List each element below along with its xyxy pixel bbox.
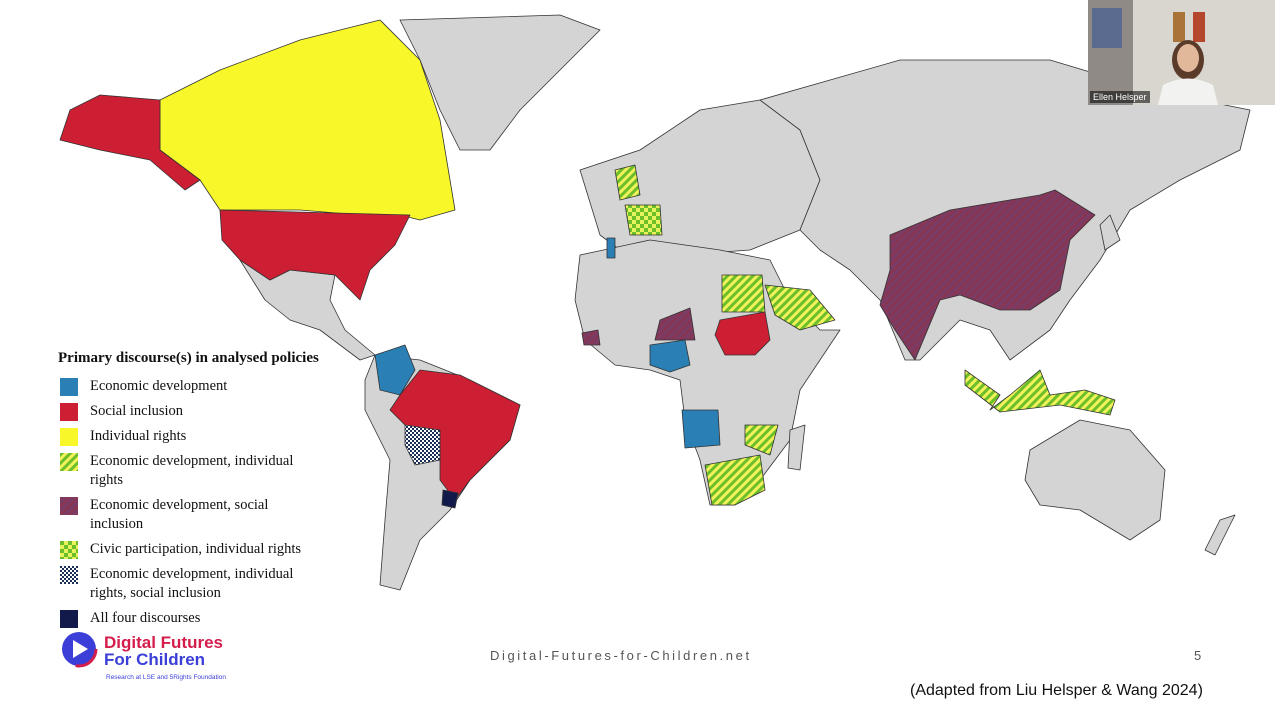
legend-item: Economic development, individual rights,…: [58, 565, 368, 603]
legend-item: Economic development, social inclusion: [58, 496, 368, 534]
legend-label: Economic development, individual rights,…: [90, 566, 294, 601]
colombia: [374, 344, 416, 396]
australia: [1024, 419, 1166, 541]
legend-label: Social inclusion: [90, 403, 184, 419]
madagascar: [787, 424, 806, 471]
legend-item: Economic development, individual rights: [58, 452, 368, 490]
logo-line1: Digital Futures: [104, 633, 223, 652]
footer-url: Digital-Futures-for-Children.net: [490, 648, 752, 663]
egypt: [721, 274, 766, 313]
portugal: [606, 237, 616, 259]
logo-ring: [60, 630, 98, 668]
usa: [219, 209, 411, 301]
swatch: [60, 541, 78, 559]
senegal: [581, 329, 601, 346]
logo-tagline: Research at LSE and 5Rights Foundation: [106, 674, 226, 681]
japan: [1099, 214, 1121, 251]
angola: [681, 409, 721, 449]
legend-label: Economic development: [90, 378, 228, 394]
sudan: [714, 311, 771, 356]
france: [624, 204, 663, 236]
swatch: [60, 428, 78, 446]
mozambique: [744, 424, 779, 456]
niger: [654, 307, 696, 341]
legend-label: Economic development, individual rights: [90, 453, 294, 488]
saudi-arabia: [764, 284, 836, 331]
webcam-tile: Ellen Helsper: [1088, 0, 1275, 105]
legend-label: Individual rights: [90, 428, 187, 444]
new-zealand: [1204, 514, 1236, 556]
legend-label: All four discourses: [90, 610, 201, 626]
legend-item: All four discourses: [58, 609, 368, 628]
participant-name: Ellen Helsper: [1090, 91, 1150, 103]
legend-label: Civic participation, individual rights: [90, 541, 302, 557]
china-india: [879, 189, 1096, 361]
legend-item: Civic participation, individual rights: [58, 540, 368, 559]
uruguay: [441, 489, 459, 509]
webcam-video: [1088, 0, 1275, 105]
greenland: [399, 14, 601, 151]
nigeria: [649, 339, 691, 373]
swatch: [60, 403, 78, 421]
map-legend: Primary discourse(s) in analysed policie…: [58, 350, 368, 634]
logo-play: [73, 640, 88, 658]
south-africa: [704, 454, 766, 506]
legend-item: Social inclusion: [58, 402, 368, 421]
citation: (Adapted from Liu Helsper & Wang 2024): [910, 682, 1203, 699]
legend-title: Primary discourse(s) in analysed policie…: [58, 350, 319, 366]
swatch: [60, 497, 78, 515]
legend-item: Economic development: [58, 377, 368, 396]
legend-item: Individual rights: [58, 427, 368, 446]
swatch: [60, 610, 78, 628]
canada: [159, 19, 456, 241]
swatch: [60, 566, 78, 584]
page-number: 5: [1194, 648, 1202, 663]
countries: [59, 19, 1116, 509]
swatch: [60, 378, 78, 396]
logo-line2: For Children: [104, 650, 205, 669]
uk: [614, 164, 641, 201]
southeast-asia: [964, 369, 1116, 416]
logo: Digital Futures For Children Research at…: [60, 630, 226, 681]
swatch: [60, 453, 78, 471]
legend-label: Economic development, social inclusion: [90, 497, 269, 532]
alaska: [59, 94, 201, 191]
bolivia: [404, 424, 441, 466]
